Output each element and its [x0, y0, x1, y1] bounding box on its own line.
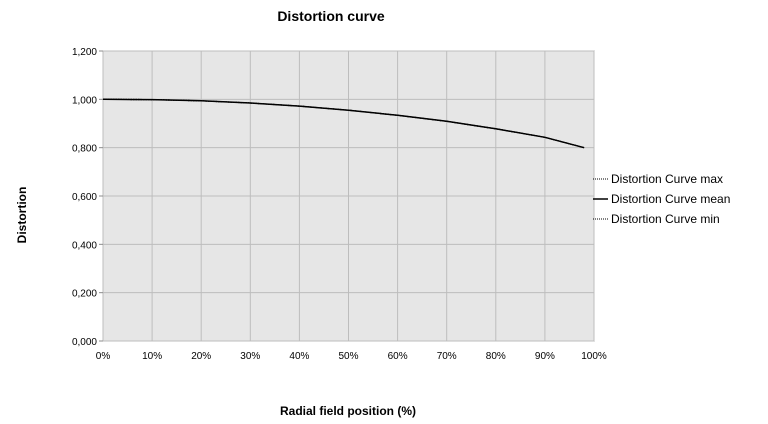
x-tick-label: 0%: [96, 351, 111, 362]
legend-label: Distortion Curve min: [611, 212, 720, 226]
y-axis-title: Distortion: [15, 187, 29, 244]
legend-label: Distortion Curve mean: [611, 192, 730, 206]
y-tick-label: 0,000: [72, 337, 97, 348]
x-tick-label: 90%: [535, 351, 555, 362]
chart-title: Distortion curve: [277, 8, 385, 24]
y-tick-labels: 0,000 0,200 0,400 0,600 0,800 1,000 1,200: [72, 47, 97, 348]
y-tick-label: 1,200: [72, 47, 97, 58]
series-lines: [102, 98, 585, 149]
y-tick-label: 0,600: [72, 192, 97, 203]
legend: Distortion Curve max Distortion Curve mea…: [593, 172, 730, 226]
x-tick-label: 60%: [388, 351, 408, 362]
series-line-3: [102, 98, 585, 149]
y-tick-label: 1,000: [72, 95, 97, 106]
x-axis-title: Radial field position (%): [280, 404, 416, 418]
grid-lines: [99, 50, 595, 342]
x-tick-label: 30%: [240, 351, 260, 362]
legend-label: Distortion Curve max: [611, 172, 723, 186]
x-tick-label: 70%: [437, 351, 457, 362]
y-tick-label: 0,400: [72, 240, 97, 251]
x-tick-label: 20%: [191, 351, 211, 362]
x-tick-label: 50%: [338, 351, 358, 362]
x-tick-label: 10%: [142, 351, 162, 362]
y-tick-label: 0,800: [72, 144, 97, 155]
x-tick-label: 100%: [581, 351, 607, 362]
x-tick-labels: 0% 10% 20% 30% 40% 50% 60% 70% 80% 90% 100%: [96, 351, 607, 362]
y-tick-label: 0,200: [72, 289, 97, 300]
x-tick-label: 40%: [289, 351, 309, 362]
x-tick-label: 80%: [486, 351, 506, 362]
